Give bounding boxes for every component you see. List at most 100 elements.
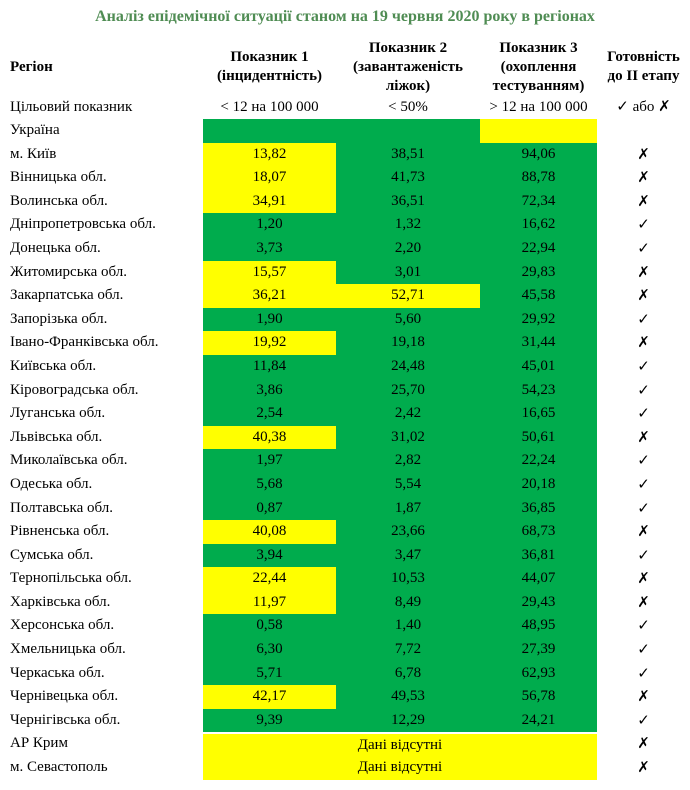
indicator1-value (203, 119, 336, 143)
table-row: Київська обл. 11,84 24,48 45,01 ✓ (0, 354, 690, 379)
indicator1-value: 15,57 (203, 260, 336, 285)
indicator2-value: 36,51 (336, 189, 480, 214)
table-row: Івано-Франківська обл. 19,92 19,18 31,44… (0, 331, 690, 355)
indicator3-value: 54,23 (480, 378, 597, 403)
readiness-mark: ✗ (637, 592, 650, 611)
indicator1-value: 3,86 (203, 378, 336, 403)
indicator2-value: 3,01 (336, 260, 480, 285)
indicator2-value: 23,66 (336, 520, 480, 544)
no-data-cell: Дані відсутні (203, 756, 597, 780)
indicator3-value: 72,34 (480, 189, 597, 214)
indicator3-value: 36,81 (480, 543, 597, 568)
table-row: Кіровоградська обл. 3,86 25,70 54,23 ✓ (0, 378, 690, 403)
indicator3-value: 22,94 (480, 236, 597, 261)
table-row: Хмельницька обл. 6,30 7,72 27,39 ✓ (0, 638, 690, 662)
indicator2-value: 3,47 (336, 543, 480, 568)
readiness-mark: ✓ (637, 545, 650, 564)
indicator1-value: 42,17 (203, 685, 336, 709)
indicator2-value: 1,87 (336, 496, 480, 521)
indicator2-value: 19,18 (336, 331, 480, 355)
table-header-row: Регіон Показник 1 (інцидентність) Показн… (0, 38, 690, 96)
readiness-mark: ✓ (637, 498, 650, 517)
target-indicator-row: Цільовий показник < 12 на 100 000 < 50% … (0, 96, 690, 119)
indicator2-value: 25,70 (336, 378, 480, 403)
region-name: Тернопільська обл. (10, 570, 132, 587)
table-row-no-data: АР Крим Дані відсутні ✗ (0, 732, 690, 757)
table-row: Запорізька обл. 1,90 5,60 29,92 ✓ (0, 307, 690, 332)
target-indicator1: < 12 на 100 000 (220, 99, 319, 115)
region-name: Черкаська обл. (10, 664, 105, 681)
indicator1-value: 36,21 (203, 284, 336, 308)
header-indicator2: Показник 2 (завантаженість ліжок) (353, 39, 463, 94)
indicator1-value: 1,97 (203, 449, 336, 473)
indicator1-value: 3,94 (203, 543, 336, 568)
region-name: Запорізька обл. (10, 310, 108, 327)
indicator3-value: 22,24 (480, 449, 597, 473)
readiness-mark: ✓ (637, 380, 650, 399)
indicator2-value: 52,71 (336, 284, 480, 308)
indicator3-value: 16,65 (480, 402, 597, 426)
indicator3-value: 45,58 (480, 284, 597, 308)
readiness-mark: ✓ (637, 616, 650, 635)
region-name: Харківська обл. (10, 593, 111, 610)
region-name: Закарпатська обл. (10, 287, 124, 304)
region-name: Миколаївська обл. (10, 452, 128, 469)
region-name: Україна (10, 122, 60, 138)
readiness-mark: ✓ (637, 356, 650, 375)
indicator1-value: 2,54 (203, 402, 336, 426)
region-name: Рівненська обл. (10, 523, 110, 540)
region-name: Луганська обл. (10, 405, 106, 422)
page-title: Аналіз епідемічної ситуації станом на 19… (95, 8, 595, 25)
readiness-mark: ✗ (637, 191, 650, 210)
table-body: Україна м. Київ 13,82 38,51 94,06 ✗ Вінн… (0, 119, 690, 780)
no-data-cell: Дані відсутні (203, 732, 597, 757)
readiness-mark: ✓ (637, 404, 650, 423)
indicator1-value: 18,07 (203, 166, 336, 190)
region-name: Житомирська обл. (10, 263, 128, 280)
table-row: Миколаївська обл. 1,97 2,82 22,24 ✓ (0, 449, 690, 473)
indicator3-value: 27,39 (480, 638, 597, 662)
indicator3-value: 20,18 (480, 472, 597, 497)
indicator1-value: 22,44 (203, 567, 336, 591)
target-row-label: Цільовий показник (10, 99, 133, 115)
indicator3-value: 45,01 (480, 354, 597, 379)
indicator2-value: 2,20 (336, 236, 480, 261)
indicator3-value: 31,44 (480, 331, 597, 355)
table-row-no-data: м. Севастополь Дані відсутні ✗ (0, 756, 690, 780)
indicator3-value: 68,73 (480, 520, 597, 544)
readiness-mark: ✓ (637, 215, 650, 234)
readiness-mark: ✓ (637, 663, 650, 682)
readiness-mark: ✗ (637, 758, 650, 777)
region-name: Полтавська обл. (10, 499, 113, 516)
indicator1-value: 11,97 (203, 590, 336, 615)
readiness-mark: ✓ (637, 238, 650, 257)
readiness-mark: ✓ (637, 309, 650, 328)
indicator1-value: 5,68 (203, 472, 336, 497)
indicator2-value: 5,60 (336, 307, 480, 332)
indicator3-value: 36,85 (480, 496, 597, 521)
table-row: Донецька обл. 3,73 2,20 22,94 ✓ (0, 236, 690, 261)
indicator1-value: 5,71 (203, 661, 336, 686)
readiness-mark: ✗ (637, 286, 650, 305)
readiness-mark: ✗ (637, 569, 650, 588)
table-row: Чернігівська обл. 9,39 12,29 24,21 ✓ (0, 708, 690, 733)
indicator3-value: 62,93 (480, 661, 597, 686)
indicator2-value: 38,51 (336, 142, 480, 167)
region-name: АР Крим (10, 735, 68, 752)
region-name: Львівська обл. (10, 428, 103, 445)
indicator3-value: 94,06 (480, 142, 597, 167)
table-row: Львівська обл. 40,38 31,02 50,61 ✗ (0, 425, 690, 450)
header-indicator3: Показник 3 (охоплення тестуванням) (492, 39, 585, 94)
indicator2-value: 24,48 (336, 354, 480, 379)
indicator3-value: 50,61 (480, 425, 597, 450)
target-readiness: ✓ або ✗ (616, 99, 671, 115)
table-row: Черкаська обл. 5,71 6,78 62,93 ✓ (0, 661, 690, 686)
target-indicator3: > 12 на 100 000 (489, 99, 588, 115)
indicator1-value: 1,20 (203, 213, 336, 237)
table-row: Одеська обл. 5,68 5,54 20,18 ✓ (0, 472, 690, 497)
readiness-mark: ✗ (637, 522, 650, 541)
indicator1-value: 6,30 (203, 638, 336, 662)
table-row: м. Київ 13,82 38,51 94,06 ✗ (0, 142, 690, 167)
region-name: Донецька обл. (10, 239, 101, 256)
indicator1-value: 0,58 (203, 614, 336, 639)
